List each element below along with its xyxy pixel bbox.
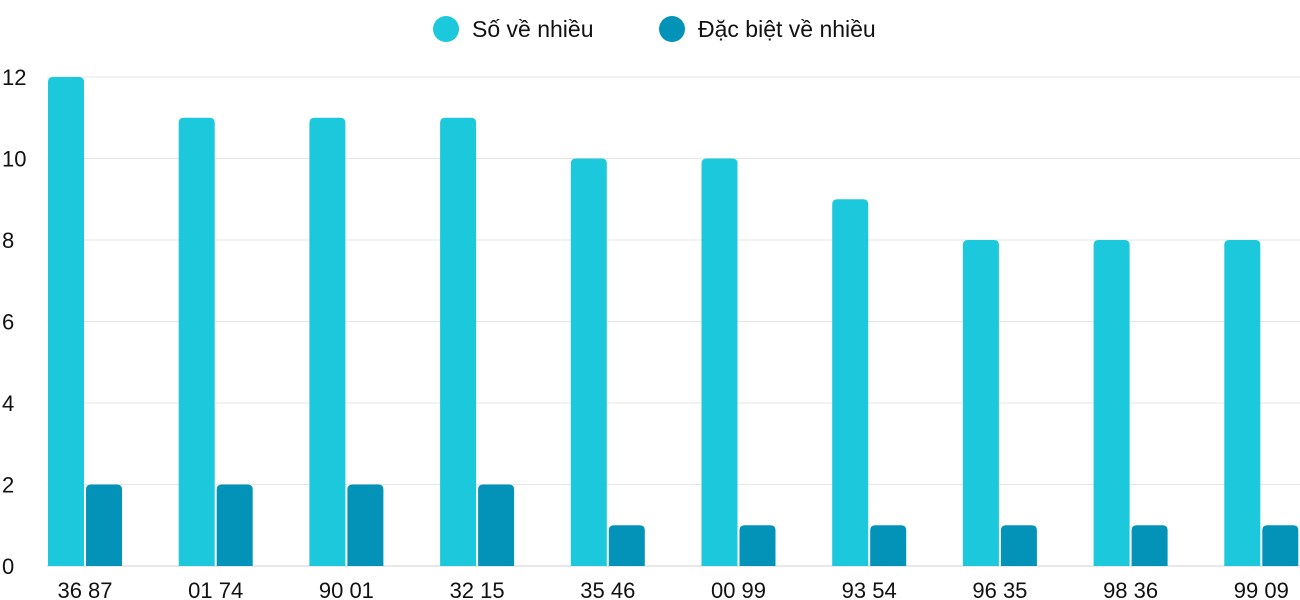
- y-tick-label: 0: [2, 554, 14, 579]
- bar-so-ve-nhieu-32-15[interactable]: [440, 117, 477, 566]
- bar-dac-biet-96-35[interactable]: [1000, 525, 1037, 566]
- bar-dac-biet-90-01[interactable]: [347, 484, 384, 567]
- legend-label: Số về nhiều: [472, 16, 593, 42]
- y-tick-label: 12: [2, 65, 26, 90]
- bar-dac-biet-36-87[interactable]: [86, 484, 122, 567]
- bar-dac-biet-98-36[interactable]: [1131, 525, 1168, 566]
- legend: Số về nhiều Đặc biệt về nhiều: [433, 16, 876, 42]
- bar-so-ve-nhieu-98-36[interactable]: [1093, 240, 1130, 566]
- bar-dac-biet-99-09[interactable]: [1262, 525, 1299, 566]
- x-tick-label: 98 36: [1103, 578, 1158, 600]
- legend-swatch: [659, 16, 685, 42]
- y-tick-label: 10: [2, 147, 26, 172]
- x-tick-label: 90 01: [319, 578, 374, 600]
- y-tick-label: 2: [2, 473, 14, 498]
- x-tick-label: 96 35: [972, 578, 1027, 600]
- x-tick-label: 93 54: [842, 578, 897, 600]
- bar-so-ve-nhieu-93-54[interactable]: [832, 199, 869, 566]
- x-tick-label: 00 99: [711, 578, 766, 600]
- bar-dac-biet-01-74[interactable]: [216, 484, 253, 567]
- bar-so-ve-nhieu-01-74[interactable]: [178, 117, 215, 566]
- gridlines: [47, 76, 1300, 567]
- y-tick-label: 6: [2, 310, 14, 335]
- legend-item-dac-biet-ve-nhieu[interactable]: Đặc biệt về nhiều: [659, 16, 876, 42]
- bar-so-ve-nhieu-35-46[interactable]: [570, 158, 607, 567]
- bar-dac-biet-93-54[interactable]: [870, 525, 907, 566]
- bar-so-ve-nhieu-00-99[interactable]: [701, 158, 738, 567]
- bar-so-ve-nhieu-36-87[interactable]: [48, 77, 84, 566]
- bar-so-ve-nhieu-96-35[interactable]: [962, 240, 999, 566]
- y-tick-label: 4: [2, 391, 14, 416]
- x-tick-label: 32 15: [450, 578, 505, 600]
- x-tick-label: 99 09: [1234, 578, 1289, 600]
- bars: [48, 77, 1299, 567]
- bar-dac-biet-32-15[interactable]: [478, 484, 515, 567]
- y-axis: 0 2 4 6 8 10 12: [2, 65, 26, 579]
- x-axis: 36 87 01 74 90 01 32 15 35 46 00 99 93 54 96 35…: [57, 578, 1288, 600]
- y-tick-label: 8: [2, 228, 14, 253]
- x-tick-label: 36 87: [57, 578, 112, 600]
- bar-dac-biet-35-46[interactable]: [608, 525, 645, 566]
- legend-label: Đặc biệt về nhiều: [698, 16, 876, 42]
- bar-so-ve-nhieu-90-01[interactable]: [309, 117, 346, 566]
- legend-swatch: [433, 16, 459, 42]
- x-tick-label: 35 46: [580, 578, 635, 600]
- x-tick-label: 01 74: [188, 578, 243, 600]
- bar-dac-biet-00-99[interactable]: [739, 525, 776, 566]
- legend-item-so-ve-nhieu[interactable]: Số về nhiều: [433, 16, 593, 42]
- bar-so-ve-nhieu-99-09[interactable]: [1224, 240, 1261, 566]
